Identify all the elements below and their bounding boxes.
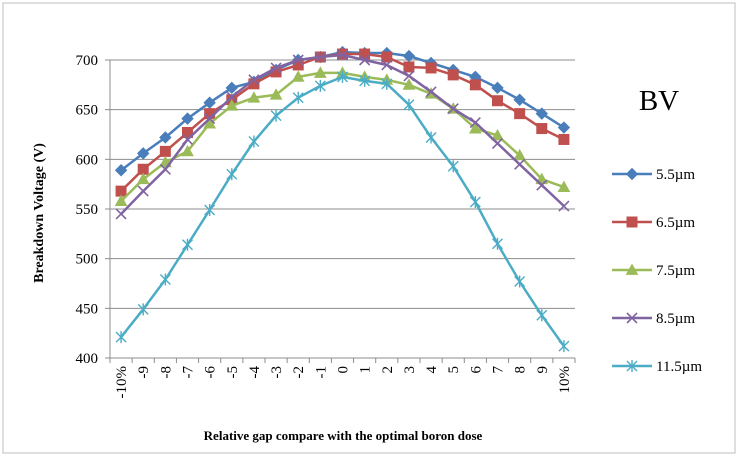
y-tick-label: 550 xyxy=(76,202,99,218)
y-tick-label: 450 xyxy=(76,301,99,317)
x-tick-label: -10% xyxy=(114,366,130,399)
y-tick-label: 500 xyxy=(76,252,99,268)
x-tick-label: -3 xyxy=(269,366,285,379)
x-tick-label: 10% xyxy=(557,366,573,394)
x-tick-label: 4 xyxy=(424,366,440,374)
x-tick-label: -4 xyxy=(247,366,263,379)
x-tick-label: 1 xyxy=(358,366,374,374)
data-point xyxy=(515,109,525,119)
x-tick-label: 3 xyxy=(402,366,418,374)
x-tick-label: -6 xyxy=(203,366,219,379)
x-tick-label: -2 xyxy=(291,366,307,379)
data-point xyxy=(537,124,547,134)
data-point xyxy=(448,70,458,80)
x-tick-label: -7 xyxy=(181,366,197,379)
y-tick-label: 400 xyxy=(76,351,99,367)
y-tick-label: 650 xyxy=(76,103,99,119)
legend-label: 8.5µm xyxy=(656,311,695,327)
data-point xyxy=(426,63,436,73)
x-tick-label: -9 xyxy=(136,366,152,379)
x-tick-label: 5 xyxy=(446,366,462,374)
y-tick-label: 700 xyxy=(76,53,99,69)
x-tick-label: 8 xyxy=(513,366,529,374)
data-point xyxy=(559,134,569,144)
x-tick-label: 0 xyxy=(336,366,352,374)
legend-label: 5.5µm xyxy=(656,167,695,183)
y-axis-title: Breakdown Voltage (V) xyxy=(32,143,47,283)
chart-title: BV xyxy=(639,85,679,117)
legend-label: 7.5µm xyxy=(656,263,695,279)
legend-label: 6.5µm xyxy=(656,215,695,231)
data-point xyxy=(404,62,414,72)
x-axis-title: Relative gap compare with the optimal bo… xyxy=(204,428,483,443)
data-point xyxy=(470,80,480,90)
x-tick-label: -1 xyxy=(313,366,329,379)
x-tick-label: 9 xyxy=(535,366,551,374)
x-tick-label: 6 xyxy=(468,366,484,374)
chart-border xyxy=(3,3,735,453)
x-tick-label: 7 xyxy=(491,366,507,374)
legend-marker xyxy=(627,217,637,227)
legend-label: 11.5µm xyxy=(656,359,702,375)
x-tick-label: 2 xyxy=(380,366,396,374)
data-point xyxy=(493,96,503,106)
data-point xyxy=(160,146,170,156)
x-tick-label: -5 xyxy=(225,366,241,379)
x-tick-label: -8 xyxy=(158,366,174,379)
y-tick-label: 600 xyxy=(76,152,99,168)
